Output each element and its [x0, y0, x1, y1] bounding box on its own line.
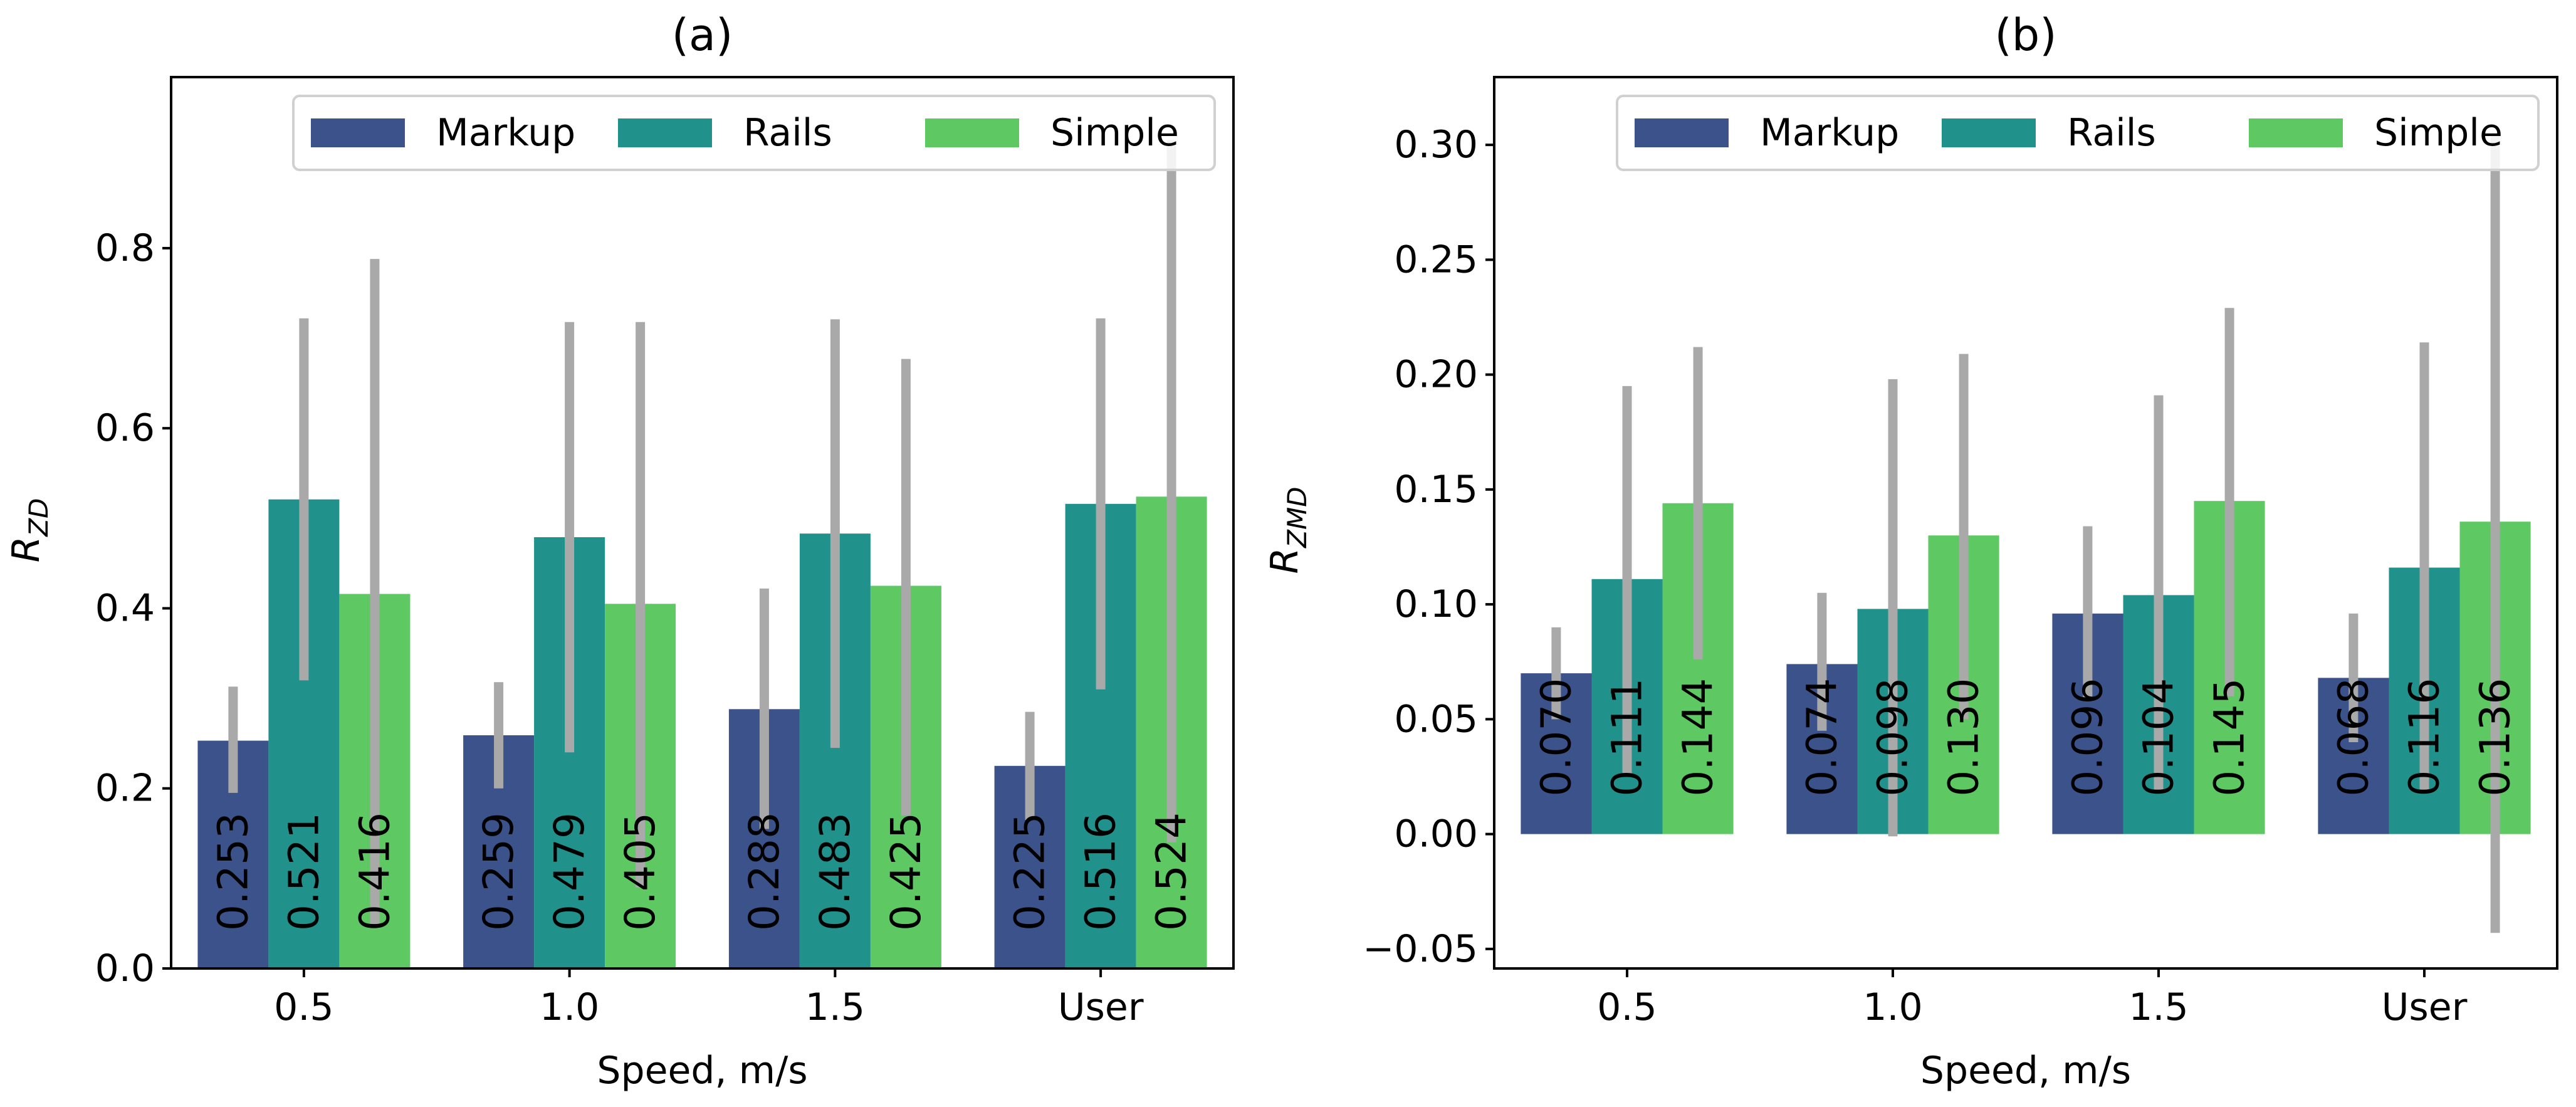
panel-a-ylabel: RZD [4, 498, 54, 563]
panel-a-value-label-rails-3: 0.516 [1077, 812, 1125, 931]
panel-a-value-label-rails-0: 0.521 [280, 812, 328, 931]
panel-b-value-label-rails-2: 0.104 [2135, 678, 2183, 797]
panel-b-legend-box [1616, 95, 2540, 171]
panel-a-value-label-simple-3: 0.524 [1148, 812, 1196, 931]
panel-b-legend: Markup Rails Simple [1616, 95, 2540, 171]
panel-b-ylabel: RZMD [1263, 486, 1312, 574]
panel-b-ytick-label-6: 0.25 [1394, 238, 1478, 281]
panel-a-value-label-markup-3: 0.225 [1006, 812, 1054, 931]
panel-b-title: (b) [1994, 9, 2056, 61]
panel-b-value-label-simple-3: 0.136 [2471, 678, 2520, 797]
panel-a-value-label-simple-2: 0.425 [882, 812, 930, 931]
panel-b-value-label-markup-0: 0.070 [1532, 678, 1580, 797]
panel-a-xlabel: Speed, m/s [597, 1049, 807, 1093]
panel-b-ytick-label-7: 0.30 [1394, 123, 1478, 167]
panel-a-legend-swatch-rails [618, 118, 712, 147]
panel-a-title: (a) [672, 9, 733, 61]
panel-b-xtick-label-2: 1.5 [2128, 985, 2188, 1029]
panel-a-value-label-simple-1: 0.405 [616, 812, 664, 931]
panel-b-value-label-simple-1: 0.130 [1940, 678, 1988, 797]
panel-b-value-label-markup-1: 0.074 [1798, 678, 1846, 797]
panel-b-xtick-label-0: 0.5 [1597, 985, 1657, 1029]
panel-b-legend-swatch-markup [1635, 118, 1729, 147]
panel-b-xlabel: Speed, m/s [1920, 1049, 2131, 1093]
panel-a-xtick-label-2: 1.5 [805, 985, 865, 1029]
panel-a-xtick-label-0: 0.5 [274, 985, 333, 1029]
panel-a-value-label-markup-0: 0.253 [209, 812, 257, 931]
panel-a-legend-swatch-markup [311, 118, 405, 147]
panel-b-legend-label-rails: Rails [2067, 111, 2156, 155]
panel-b-ytick-label-1: 0.00 [1394, 812, 1478, 856]
panel-b-legend-label-simple: Simple [2374, 111, 2503, 155]
panel-b-value-label-rails-3: 0.116 [2401, 678, 2449, 797]
panel-b-ytick-label-4: 0.15 [1394, 468, 1478, 512]
panel-b-xtick-label-3: User [2382, 985, 2468, 1029]
panel-b-ytick-label-2: 0.05 [1394, 697, 1478, 741]
panel-b-legend-swatch-rails [1942, 118, 2036, 147]
panel-a-legend-swatch-simple [925, 118, 1019, 147]
panel-b-value-label-simple-2: 0.145 [2206, 678, 2254, 797]
panel-a-value-label-rails-1: 0.479 [545, 812, 594, 931]
panel-a-ytick-label-3: 0.6 [95, 406, 155, 450]
panel-a-ytick-label-0: 0.0 [95, 947, 155, 990]
panel-b-legend-swatch-simple [2249, 118, 2343, 147]
panel-a-legend-box [292, 95, 1216, 171]
panel-b-legend-label-markup: Markup [1760, 111, 1899, 155]
panel-a-value-label-markup-2: 0.288 [740, 812, 788, 931]
panel-b-ytick-label-5: 0.20 [1394, 353, 1478, 397]
panel-b-group: 0.070 0.074 0.096 0.068 0.111 0.098 0.104 0.116… [1263, 9, 2558, 1093]
panel-a-group: 0.253 0.259 0.288 0.225 0.521 0.479 0.483 0.516… [4, 9, 1235, 1093]
panel-a-ytick-label-2: 0.4 [95, 586, 155, 630]
panel-a-legend-label-simple: Simple [1050, 111, 1179, 155]
panel-a-xtick-label-3: User [1058, 985, 1144, 1029]
panel-b-value-label-rails-0: 0.111 [1603, 678, 1652, 797]
panel-b-value-label-markup-3: 0.068 [2329, 678, 2377, 797]
panel-a-ytick-label-4: 0.8 [95, 226, 155, 270]
panel-a-ytick-label-1: 0.2 [95, 767, 155, 811]
panel-b-value-label-markup-2: 0.096 [2063, 678, 2112, 797]
panel-b-value-label-rails-1: 0.098 [1869, 678, 1917, 797]
panel-b-ytick-label-0: −0.05 [1363, 927, 1478, 971]
panel-a-xtick-label-1: 1.0 [540, 985, 599, 1029]
panel-a-legend-label-rails: Rails [743, 111, 832, 155]
panel-b-ytick-label-3: 0.10 [1394, 582, 1478, 626]
panel-a-axes-frame [170, 76, 1235, 970]
panel-a-value-label-rails-2: 0.483 [811, 812, 859, 931]
panel-b-axes-frame [1493, 76, 2558, 970]
panel-a-legend-label-markup: Markup [436, 111, 575, 155]
panel-a-value-label-simple-0: 0.416 [350, 812, 399, 931]
panel-b-value-label-simple-0: 0.144 [1674, 678, 1722, 797]
panel-b-xtick-label-1: 1.0 [1863, 985, 1922, 1029]
panel-a-value-label-markup-1: 0.259 [474, 812, 523, 931]
panel-a-legend: Markup Rails Simple [292, 95, 1216, 171]
